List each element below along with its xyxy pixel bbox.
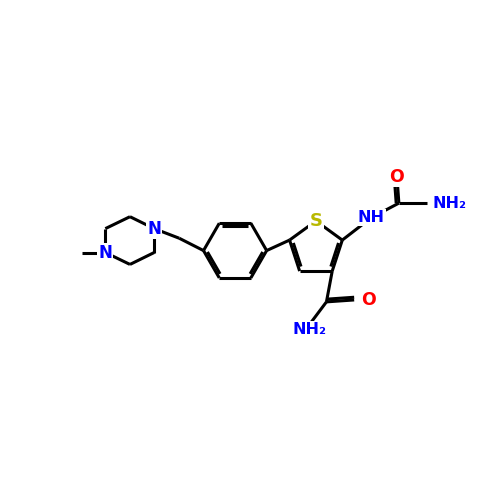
Text: NH: NH bbox=[358, 210, 384, 226]
Text: NH₂: NH₂ bbox=[292, 322, 326, 337]
Text: O: O bbox=[361, 291, 376, 309]
Text: N: N bbox=[98, 244, 112, 262]
Text: S: S bbox=[310, 212, 322, 230]
Text: O: O bbox=[390, 168, 404, 186]
Text: N: N bbox=[148, 220, 161, 238]
Text: NH₂: NH₂ bbox=[432, 196, 466, 210]
